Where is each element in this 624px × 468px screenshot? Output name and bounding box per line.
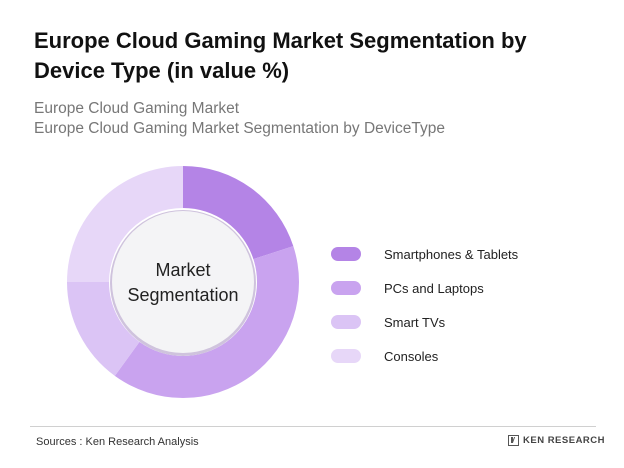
subtitle-market: Europe Cloud Gaming Market: [34, 100, 240, 117]
brand-name: KEN RESEARCH: [523, 435, 606, 446]
page-title: Europe Cloud Gaming Market Segmentation …: [34, 28, 527, 83]
donut-slice-smartphones-tablets: [183, 166, 294, 260]
chart-legend: Smartphones & Tablets PCs and Laptops Smar…: [331, 237, 518, 373]
legend-swatch-smart-tvs: [331, 315, 361, 329]
ken-research-logo-icon: [508, 435, 519, 446]
legend-label-smart-tvs: Smart TVs: [384, 314, 446, 330]
center-label-line2: Segmentation: [127, 285, 238, 305]
legend-label-pcs-and-laptops: PCs and Laptops: [384, 280, 484, 296]
subtitle-segmentation: Europe Cloud Gaming Market Segmentation …: [34, 120, 445, 137]
donut-slice-pcs-and-laptops: [114, 246, 299, 398]
donut-center-circle: [112, 211, 254, 353]
legend-swatch-consoles: [331, 349, 361, 363]
legend-item-pcs-and-laptops: PCs and Laptops: [331, 271, 518, 305]
donut-slice-smart-tvs: [67, 282, 140, 376]
legend-label-consoles: Consoles: [384, 348, 439, 364]
footer-divider: [30, 426, 596, 427]
legend-item-consoles: Consoles: [331, 339, 518, 373]
legend-item-smart-tvs: Smart TVs: [331, 305, 518, 339]
brand-logo: KEN RESEARCH: [508, 435, 605, 446]
donut-slice-consoles: [67, 166, 183, 282]
legend-swatch-smartphones-tablets: [331, 247, 361, 261]
legend-swatch-pcs-and-laptops: [331, 281, 361, 295]
legend-item-smartphones-tablets: Smartphones & Tablets: [331, 237, 518, 271]
center-label-line1: Market: [155, 260, 210, 280]
source-note: Sources : Ken Research Analysis: [36, 436, 199, 448]
legend-label-smartphones-tablets: Smartphones & Tablets: [384, 246, 519, 262]
